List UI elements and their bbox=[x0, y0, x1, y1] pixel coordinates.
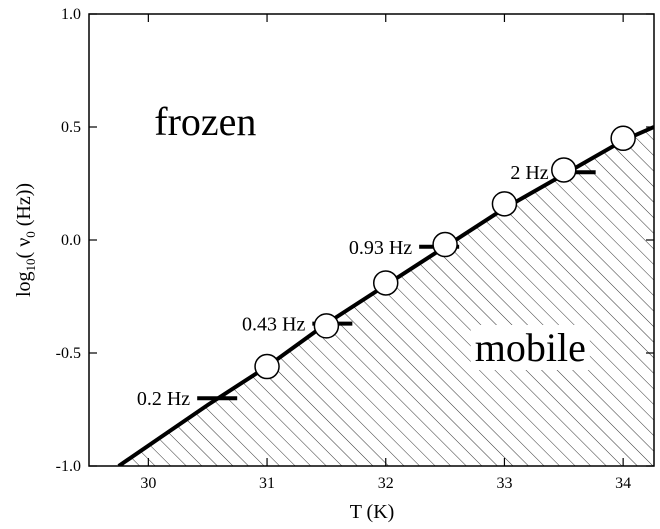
x-tick-label: 30 bbox=[140, 475, 156, 492]
data-point bbox=[491, 191, 518, 217]
mobile-region bbox=[118, 127, 654, 466]
data-point bbox=[551, 157, 577, 183]
y-axis-label: log10( ν0 (Hz)) bbox=[13, 183, 38, 297]
data-point bbox=[254, 353, 280, 380]
x-tick-label: 31 bbox=[259, 475, 275, 492]
y-tick-label: -0.5 bbox=[56, 345, 81, 362]
data-point bbox=[610, 125, 636, 152]
label-bg bbox=[470, 325, 590, 370]
y-tick-label: 0.0 bbox=[61, 232, 81, 249]
frequency-label: 2 Hz bbox=[510, 162, 548, 184]
y-tick-label: 1.0 bbox=[61, 6, 81, 23]
region-label: mobile bbox=[475, 325, 586, 370]
x-tick-label: 34 bbox=[615, 475, 631, 492]
frequency-label: 0.43 Hz bbox=[242, 314, 305, 336]
plot-area bbox=[117, 125, 654, 466]
boundary-curve bbox=[117, 125, 654, 466]
data-point bbox=[313, 313, 340, 339]
y-tick-label: 0.5 bbox=[61, 119, 81, 136]
region-label: frozen bbox=[154, 99, 256, 144]
data-point bbox=[432, 231, 458, 258]
frequency-label: 0.2 Hz bbox=[137, 388, 190, 410]
data-point bbox=[372, 270, 399, 296]
x-tick-label: 33 bbox=[496, 475, 512, 492]
y-tick-label: -1.0 bbox=[56, 458, 81, 475]
x-tick-label: 32 bbox=[378, 475, 394, 492]
frequency-label: 0.93 Hz bbox=[349, 237, 412, 259]
x-axis-label: T (K) bbox=[350, 501, 395, 523]
